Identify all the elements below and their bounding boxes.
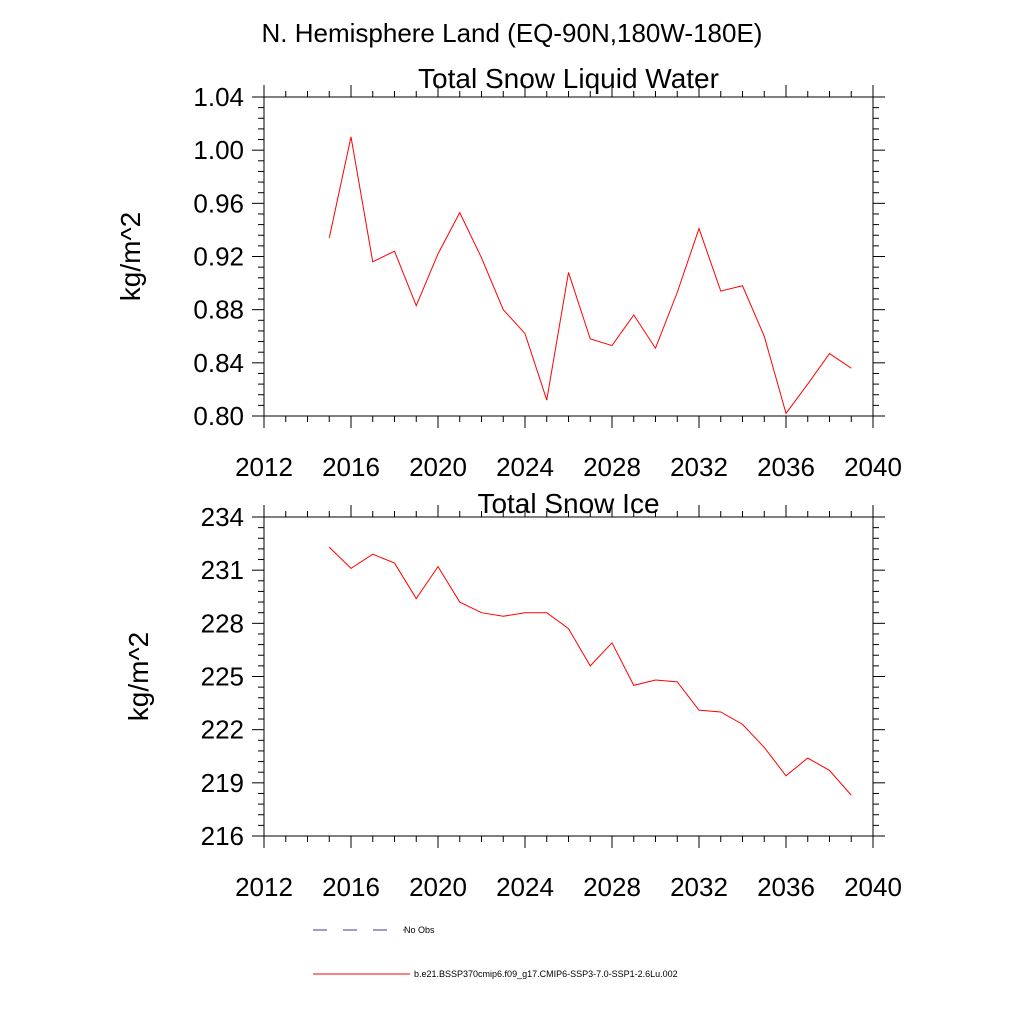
- legend: No Obs b.e21.BSSP370cmip6.f09_g17.CMIP6-…: [313, 925, 678, 979]
- y-tick-label: 0.80: [193, 401, 244, 431]
- x-tick-label: 2012: [235, 872, 293, 902]
- x-tick-label: 2032: [670, 452, 728, 482]
- x-tick-label: 2036: [757, 452, 815, 482]
- x-tick-label: 2016: [322, 872, 380, 902]
- series-line: [328, 546, 852, 796]
- y-tick-label: 216: [201, 821, 244, 851]
- y-tick-label: 219: [201, 768, 244, 798]
- x-tick-label: 2012: [235, 452, 293, 482]
- x-tick-label: 2020: [409, 872, 467, 902]
- y-tick-label: 222: [201, 715, 244, 745]
- y-tick-label: 1.04: [193, 82, 244, 112]
- plot-frame: [263, 516, 874, 837]
- y-tick-label: 228: [201, 608, 244, 638]
- y-tick-label: 225: [201, 662, 244, 692]
- y-tick-label: 0.88: [193, 295, 244, 325]
- x-tick-label: 2024: [496, 452, 554, 482]
- x-tick-label: 2024: [496, 872, 554, 902]
- y-tick-label: 0.92: [193, 242, 244, 272]
- y-tick-label: 0.96: [193, 188, 244, 218]
- y-tick-label: 234: [201, 502, 244, 532]
- y-axis-label: kg/m^2: [123, 632, 154, 721]
- x-tick-label: 2040: [844, 872, 902, 902]
- legend-label-no-obs: No Obs: [404, 925, 435, 935]
- panel-total-snow-liquid-water: Total Snow Liquid Water kg/m^2 2012 2016 202…: [115, 63, 902, 482]
- x-tick-label: 2040: [844, 452, 902, 482]
- x-tick-label: 2028: [583, 452, 641, 482]
- x-tick-label: 2032: [670, 872, 728, 902]
- y-tick-label: 1.00: [193, 135, 244, 165]
- x-tick-label: 2020: [409, 452, 467, 482]
- y-axis-label: kg/m^2: [115, 212, 146, 301]
- figure-suptitle: N. Hemisphere Land (EQ-90N,180W-180E): [262, 18, 763, 48]
- chart-title: Total Snow Liquid Water: [418, 63, 719, 94]
- x-tick-label: 2016: [322, 452, 380, 482]
- x-tick-label: 2036: [757, 872, 815, 902]
- legend-label-model-run: b.e21.BSSP370cmip6.f09_g17.CMIP6-SSP3-7.…: [414, 969, 678, 979]
- plot-frame: [263, 96, 874, 417]
- y-tick-label: 231: [201, 555, 244, 585]
- y-tick-label: 0.84: [193, 348, 244, 378]
- x-tick-label: 2028: [583, 872, 641, 902]
- series-line: [328, 136, 852, 415]
